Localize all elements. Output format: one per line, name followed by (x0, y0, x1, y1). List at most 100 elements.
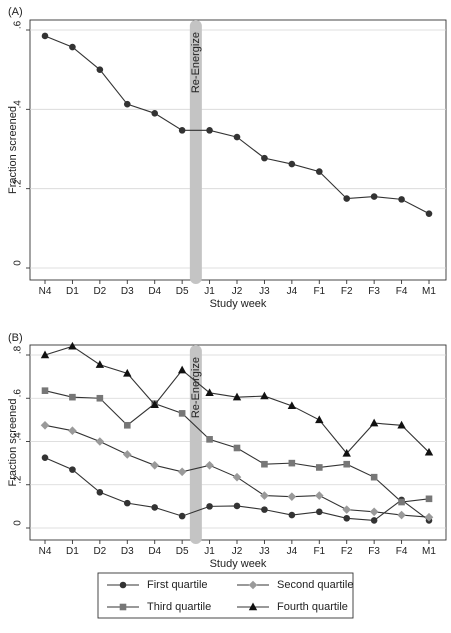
data-point (233, 444, 241, 452)
data-point (123, 100, 131, 108)
data-point (425, 495, 433, 503)
x-tick-label: N4 (39, 286, 52, 297)
data-point (287, 401, 297, 410)
legend-entry: Third quartile (107, 601, 211, 613)
data-point (96, 489, 104, 496)
x-axis-label: Study week (210, 298, 267, 310)
data-point (370, 473, 378, 481)
legend-label: Second quartile (277, 579, 353, 591)
data-point (424, 447, 434, 456)
x-tick-label: F3 (368, 286, 380, 297)
legend-label: Fourth quartile (277, 601, 348, 613)
legend-label: First quartile (147, 579, 208, 591)
data-point (69, 466, 76, 473)
chart-panel-2: 0 .2 .4 .6 .8 Re-Energize N4 D1 D2 D3 D4 D5 J1 J2 J3 J4… (7, 332, 447, 619)
plot-area (29, 344, 447, 541)
data-point (315, 415, 324, 424)
x-tick-label: J1 (204, 286, 215, 297)
data-point (123, 368, 132, 377)
x-tick-label: J2 (232, 286, 243, 297)
data-point (397, 510, 406, 520)
data-point (424, 512, 434, 522)
y-tick-label: .2 (13, 179, 24, 188)
x-tick-label: J3 (259, 546, 270, 557)
y-axis-label: Fraction screened (7, 398, 19, 486)
data-point (315, 508, 323, 516)
x-tick-label: J1 (204, 546, 215, 557)
x-tick-label: M1 (422, 286, 436, 297)
data-point (68, 426, 77, 435)
intervention-label: Re-Energize (190, 357, 202, 418)
data-point (287, 492, 297, 501)
data-point (68, 341, 77, 350)
x-tick-label: M1 (422, 546, 436, 557)
x-tick-label: J2 (232, 546, 243, 557)
data-point (41, 32, 49, 40)
data-point (69, 43, 76, 51)
data-point (343, 514, 351, 522)
x-tick-label: D4 (148, 546, 161, 557)
data-point (398, 196, 405, 203)
data-point (315, 168, 323, 175)
data-point (206, 436, 213, 443)
data-point (233, 502, 241, 510)
legend-box (97, 572, 354, 619)
data-point (150, 400, 159, 408)
x-tick-label: D4 (148, 286, 161, 297)
data-point (150, 460, 160, 470)
data-point (260, 391, 269, 400)
legend-entry: Fourth quartile (237, 601, 348, 613)
x-tick-label: D3 (121, 286, 134, 297)
plot-area (29, 19, 447, 281)
y-tick-label: .8 (13, 345, 24, 354)
data-point (343, 195, 351, 202)
y-tick-label: .6 (13, 389, 24, 398)
x-tick-label: F4 (396, 546, 408, 557)
data-point (95, 437, 105, 446)
data-point (343, 460, 351, 468)
series-1 (41, 32, 433, 217)
series-2 (40, 420, 434, 522)
x-tick-label: F3 (368, 546, 380, 557)
data-point (122, 450, 132, 459)
intervention-label: Re-Energize (190, 32, 202, 93)
data-point (123, 499, 131, 507)
data-point (370, 193, 378, 200)
data-point (342, 448, 351, 457)
data-point (96, 66, 104, 73)
x-tick-label: D3 (121, 546, 134, 557)
legend-marker (119, 603, 127, 611)
series-4 (40, 341, 434, 457)
data-point (96, 394, 104, 402)
data-point (178, 127, 186, 134)
data-point (397, 420, 406, 429)
data-point (314, 491, 324, 500)
data-point (41, 387, 49, 394)
y-tick-label: 0 (13, 260, 24, 266)
legend-marker (119, 581, 127, 589)
y-tick-label: .2 (13, 475, 24, 484)
y-axis-label: Fraction screened (7, 106, 19, 194)
x-tick-label: D5 (176, 546, 189, 557)
legend-entry: First quartile (107, 579, 208, 591)
data-point (177, 467, 187, 477)
y-tick-label: 0 (13, 520, 24, 526)
data-point (178, 410, 186, 417)
x-tick-label: F1 (313, 546, 325, 557)
x-tick-label: J4 (287, 286, 298, 297)
x-tick-label: N4 (39, 546, 52, 557)
legend-label: Third quartile (147, 601, 211, 613)
x-tick-label: D1 (66, 286, 79, 297)
data-point (232, 472, 242, 482)
x-tick-label: J3 (259, 286, 270, 297)
data-point (205, 388, 214, 397)
x-tick-label: D5 (176, 286, 189, 297)
data-point (369, 507, 379, 517)
data-point (288, 459, 296, 467)
data-point (40, 350, 50, 359)
data-point (69, 393, 76, 401)
data-point (398, 498, 405, 506)
data-point (288, 511, 296, 519)
data-point (206, 503, 213, 510)
